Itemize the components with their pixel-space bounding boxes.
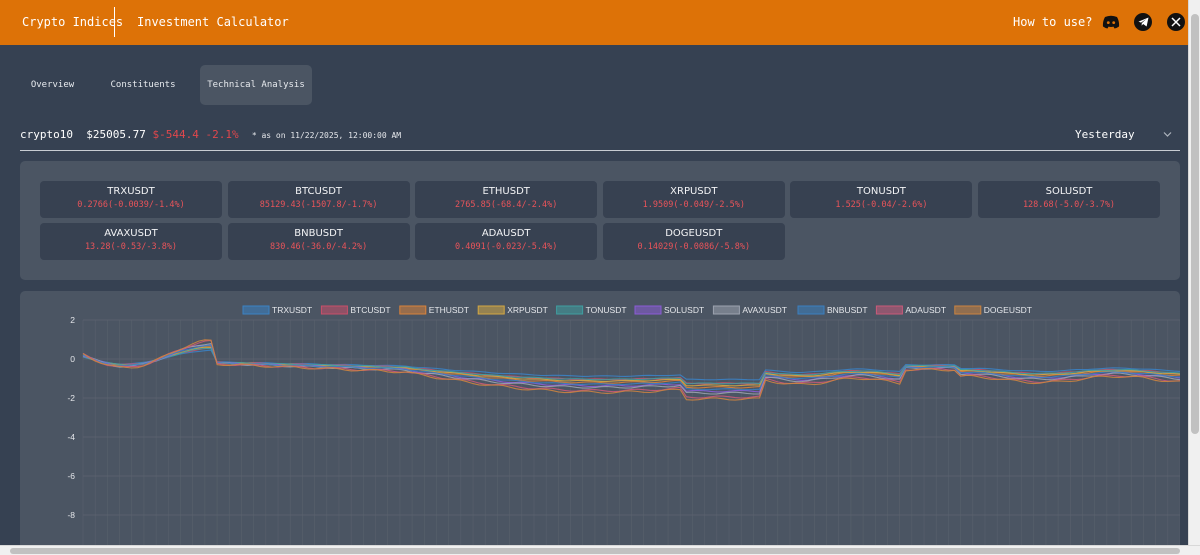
series-line-bnbusdt [82,344,1180,391]
legend-label-avaxusdt: AVAXUSDT [742,305,787,315]
ticker-price-change: 1.9509(-0.049/-2.5%) [642,200,745,210]
ticker-card-tonusdt[interactable]: TONUSDT 1.525(-0.04/-2.6%) [790,181,973,218]
telegram-icon[interactable] [1134,13,1152,31]
ticker-symbol: DOGEUSDT [665,228,723,239]
legend-swatch-bnbusdt [797,305,825,315]
legend-swatch-ethusdt [399,305,427,315]
ticker-price-change: 0.2766(-0.0039/-1.4%) [77,200,185,210]
legend-label-bnbusdt: BNBUSDT [827,305,868,315]
legend-swatch-avaxusdt [712,305,740,315]
ticker-symbol: SOLUSDT [1045,186,1093,197]
legend-swatch-trxusdt [242,305,270,315]
period-select[interactable]: Yesterday [1075,128,1135,141]
legend-label-trxusdt: TRXUSDT [272,305,312,315]
ticker-price-change: 0.4091(-0.023/-5.4%) [455,242,558,252]
ticker-symbol: BTCUSDT [295,186,343,197]
horizontal-scrollbar[interactable] [0,545,1200,555]
as-of-timestamp: * as on 11/22/2025, 12:00:00 AM [251,131,402,140]
discord-icon[interactable] [1102,13,1120,31]
y-tick-label: 0 [70,354,75,364]
series-line-trxusdt [82,349,1180,381]
legend-label-btcusdt: BTCUSDT [350,305,390,315]
vertical-scrollbar[interactable] [1188,0,1200,545]
legend-label-tonusdt: TONUSDT [586,305,627,315]
x-icon[interactable] [1167,13,1185,31]
ticker-symbol: ADAUSDT [481,228,531,239]
ticker-card-bnbusdt[interactable]: BNBUSDT 830.46(-36.0/-4.2%) [227,223,410,260]
ticker-card-ethusdt[interactable]: ETHUSDT 2765.85(-68.4/-2.4%) [415,181,598,218]
legend-swatch-dogeusdt [954,305,982,315]
index-summary: crypto10 $25005.77 $-544.4 -2.1% * as on… [20,128,401,141]
y-tick-label: -4 [67,432,75,442]
chevron-down-icon[interactable] [1163,131,1172,138]
how-to-use-link[interactable]: How to use? [1013,15,1093,29]
index-change: $-544.4 -2.1% [152,128,239,141]
legend-label-xrpusdt: XRPUSDT [507,305,548,315]
top-header: Crypto Indices Investment Calculator How… [0,0,1188,45]
chart-panel: 2 0 -2 -4 -6 -8 TRXUSDT BTCUSDT ETHUSDT XRPUSDT TO… [20,291,1180,555]
y-tick-label: -8 [67,510,75,520]
investment-calculator-link[interactable]: Investment Calculator [137,15,289,29]
ticker-price-change: 13.28(-0.53/-3.8%) [84,242,178,252]
ticker-symbol: TONUSDT [856,186,906,197]
ticker-price-change: 128.68(-5.0/-3.7%) [1022,200,1116,210]
legend-swatch-btcusdt [320,305,348,315]
ticker-price-change: 85129.43(-1507.8/-1.7%) [259,200,378,210]
legend-label-solusdt: SOLUSDT [664,305,704,315]
summary-divider [20,150,1180,151]
ticker-panel: TRXUSDT 0.2766(-0.0039/-1.4%) BTCUSDT 85129… [20,161,1180,280]
series-line-dogeusdt [82,339,1180,401]
legend-swatch-adausdt [875,305,903,315]
tab-technical-analysis[interactable]: Technical Analysis [200,65,312,105]
y-tick-label: 2 [70,315,75,325]
y-tick-label: -6 [67,471,75,481]
legend-label-dogeusdt: DOGEUSDT [984,305,1032,315]
ticker-price-change: 1.525(-0.04/-2.6%) [835,200,928,210]
vertical-scroll-thumb[interactable] [1191,14,1199,434]
legend-swatch-solusdt [634,305,662,315]
y-tick-label: -2 [67,393,75,403]
ticker-price-change: 2765.85(-68.4/-2.4%) [455,200,558,210]
ticker-symbol: BNBUSDT [294,228,343,239]
ticker-symbol: ETHUSDT [482,186,530,197]
ticker-card-dogeusdt[interactable]: DOGEUSDT 0.14029(-0.0086/-5.8%) [602,223,785,260]
ticker-symbol: TRXUSDT [107,186,155,197]
ticker-card-xrpusdt[interactable]: XRPUSDT 1.9509(-0.049/-2.5%) [602,181,785,218]
header-divider [114,7,115,37]
legend-swatch-xrpusdt [477,305,505,315]
ticker-card-btcusdt[interactable]: BTCUSDT 85129.43(-1507.8/-1.7%) [227,181,410,218]
ticker-card-adausdt[interactable]: ADAUSDT 0.4091(-0.023/-5.4%) [415,223,598,260]
ticker-symbol: AVAXUSDT [104,228,158,239]
crypto-indices-link[interactable]: Crypto Indices [22,15,124,29]
ticker-price-change: 0.14029(-0.0086/-5.8%) [637,242,751,252]
index-value: $25005.77 [86,128,146,141]
ticker-price-change: 830.46(-36.0/-4.2%) [269,242,368,252]
legend-label-ethusdt: ETHUSDT [429,305,469,315]
ticker-symbol: XRPUSDT [670,186,718,197]
line-chart: 2 0 -2 -4 -6 -8 TRXUSDT BTCUSDT ETHUSDT XRPUSDT TO… [67,305,1180,555]
tab-overview[interactable]: Overview [30,80,75,90]
legend-swatch-tonusdt [556,305,584,315]
ticker-card-solusdt[interactable]: SOLUSDT 128.68(-5.0/-3.7%) [978,181,1160,218]
ticker-card-trxusdt[interactable]: TRXUSDT 0.2766(-0.0039/-1.4%) [40,181,222,218]
tab-constituents[interactable]: Constituents [110,80,176,90]
ticker-card-avaxusdt[interactable]: AVAXUSDT 13.28(-0.53/-3.8%) [40,223,222,260]
horizontal-scroll-thumb[interactable] [10,548,1180,554]
legend-label-adausdt: ADAUSDT [905,305,946,315]
index-name: crypto10 [20,128,73,141]
